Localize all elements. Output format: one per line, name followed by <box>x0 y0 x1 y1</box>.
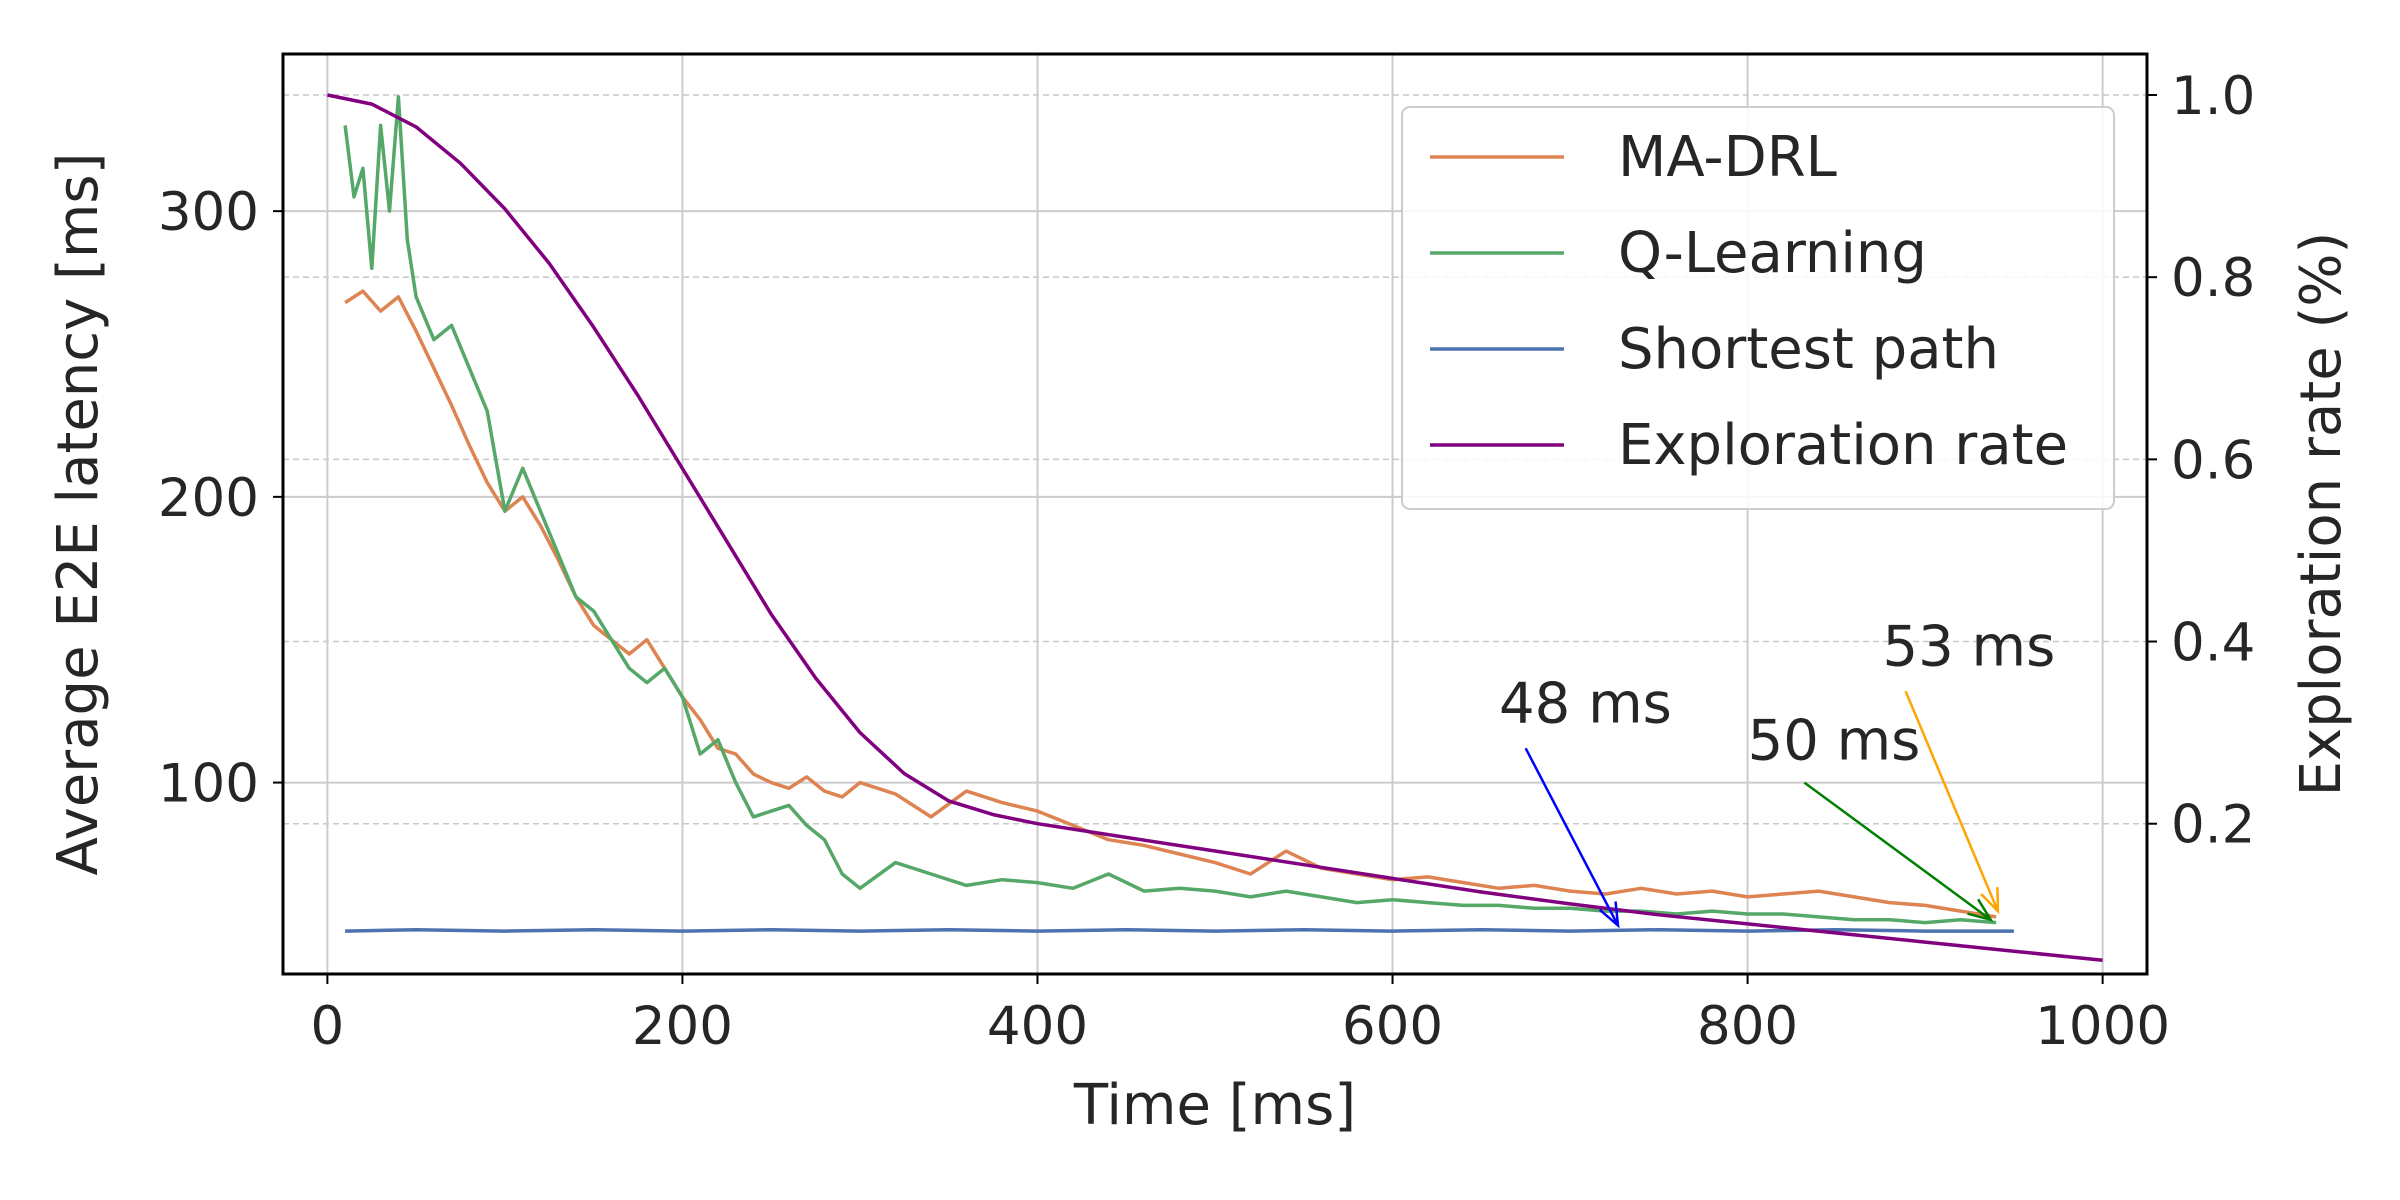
y2-tick-label: 0.4 <box>2171 613 2255 674</box>
plot-frame <box>281 52 2149 976</box>
annotation-arrowhead <box>1980 887 2000 915</box>
x-tick-label: 800 <box>1697 996 1798 1057</box>
x-tick-label: 400 <box>987 996 1088 1057</box>
legend-label: Shortest path <box>1618 317 1999 382</box>
x-tick-label: 200 <box>632 996 733 1057</box>
annotation-arrow <box>1524 747 1620 927</box>
annotation-layer: 48 ms 50 ms 53 ms <box>1499 614 2055 929</box>
series-line-shortest-path <box>345 927 2014 933</box>
annotation-label: 53 ms <box>1882 614 2055 679</box>
legend-label: MA-DRL <box>1618 125 1837 190</box>
legend-box <box>1401 106 2115 510</box>
series-line-ma-drl <box>344 289 1997 919</box>
annotation-arrow <box>1803 781 1992 921</box>
legend: MA-DRL Q-Learning Shortest path Exploration… <box>1401 106 2115 510</box>
x-tick-label: 600 <box>1342 996 1443 1057</box>
ticks-layer: 0 200 400 600 800 1000 100 200 300 0.2 0.4 0.6 0.8 1.… <box>158 66 2255 1057</box>
x-tick-label: 0 <box>311 996 345 1057</box>
annotation-arrowhead <box>1967 898 1994 922</box>
annotation-label: 50 ms <box>1748 709 1921 774</box>
y2-tick-label: 0.2 <box>2171 795 2255 856</box>
y-axis-title: Average E2E latency [ms] <box>46 153 111 876</box>
y-tick-label: 100 <box>158 754 259 815</box>
x-tick-label: 1000 <box>2035 996 2170 1057</box>
annotation-label: 48 ms <box>1499 672 1672 737</box>
y2-axis-title: Exploration rate (%) <box>2289 232 2354 797</box>
x-axis-title: Time [ms] <box>1073 1073 1356 1138</box>
y-tick-label: 300 <box>158 182 259 243</box>
y2-tick-label: 0.8 <box>2171 248 2255 309</box>
legend-label: Q-Learning <box>1618 221 1927 286</box>
y-tick-label: 200 <box>158 468 259 529</box>
legend-label: Exploration rate <box>1618 413 2068 478</box>
annotation-arrow <box>1904 690 2000 912</box>
series-line-exploration-rate <box>327 93 2103 963</box>
annotation-arrowhead <box>1598 901 1620 929</box>
y2-tick-label: 0.6 <box>2171 430 2255 491</box>
y2-tick-label: 1.0 <box>2171 66 2255 127</box>
